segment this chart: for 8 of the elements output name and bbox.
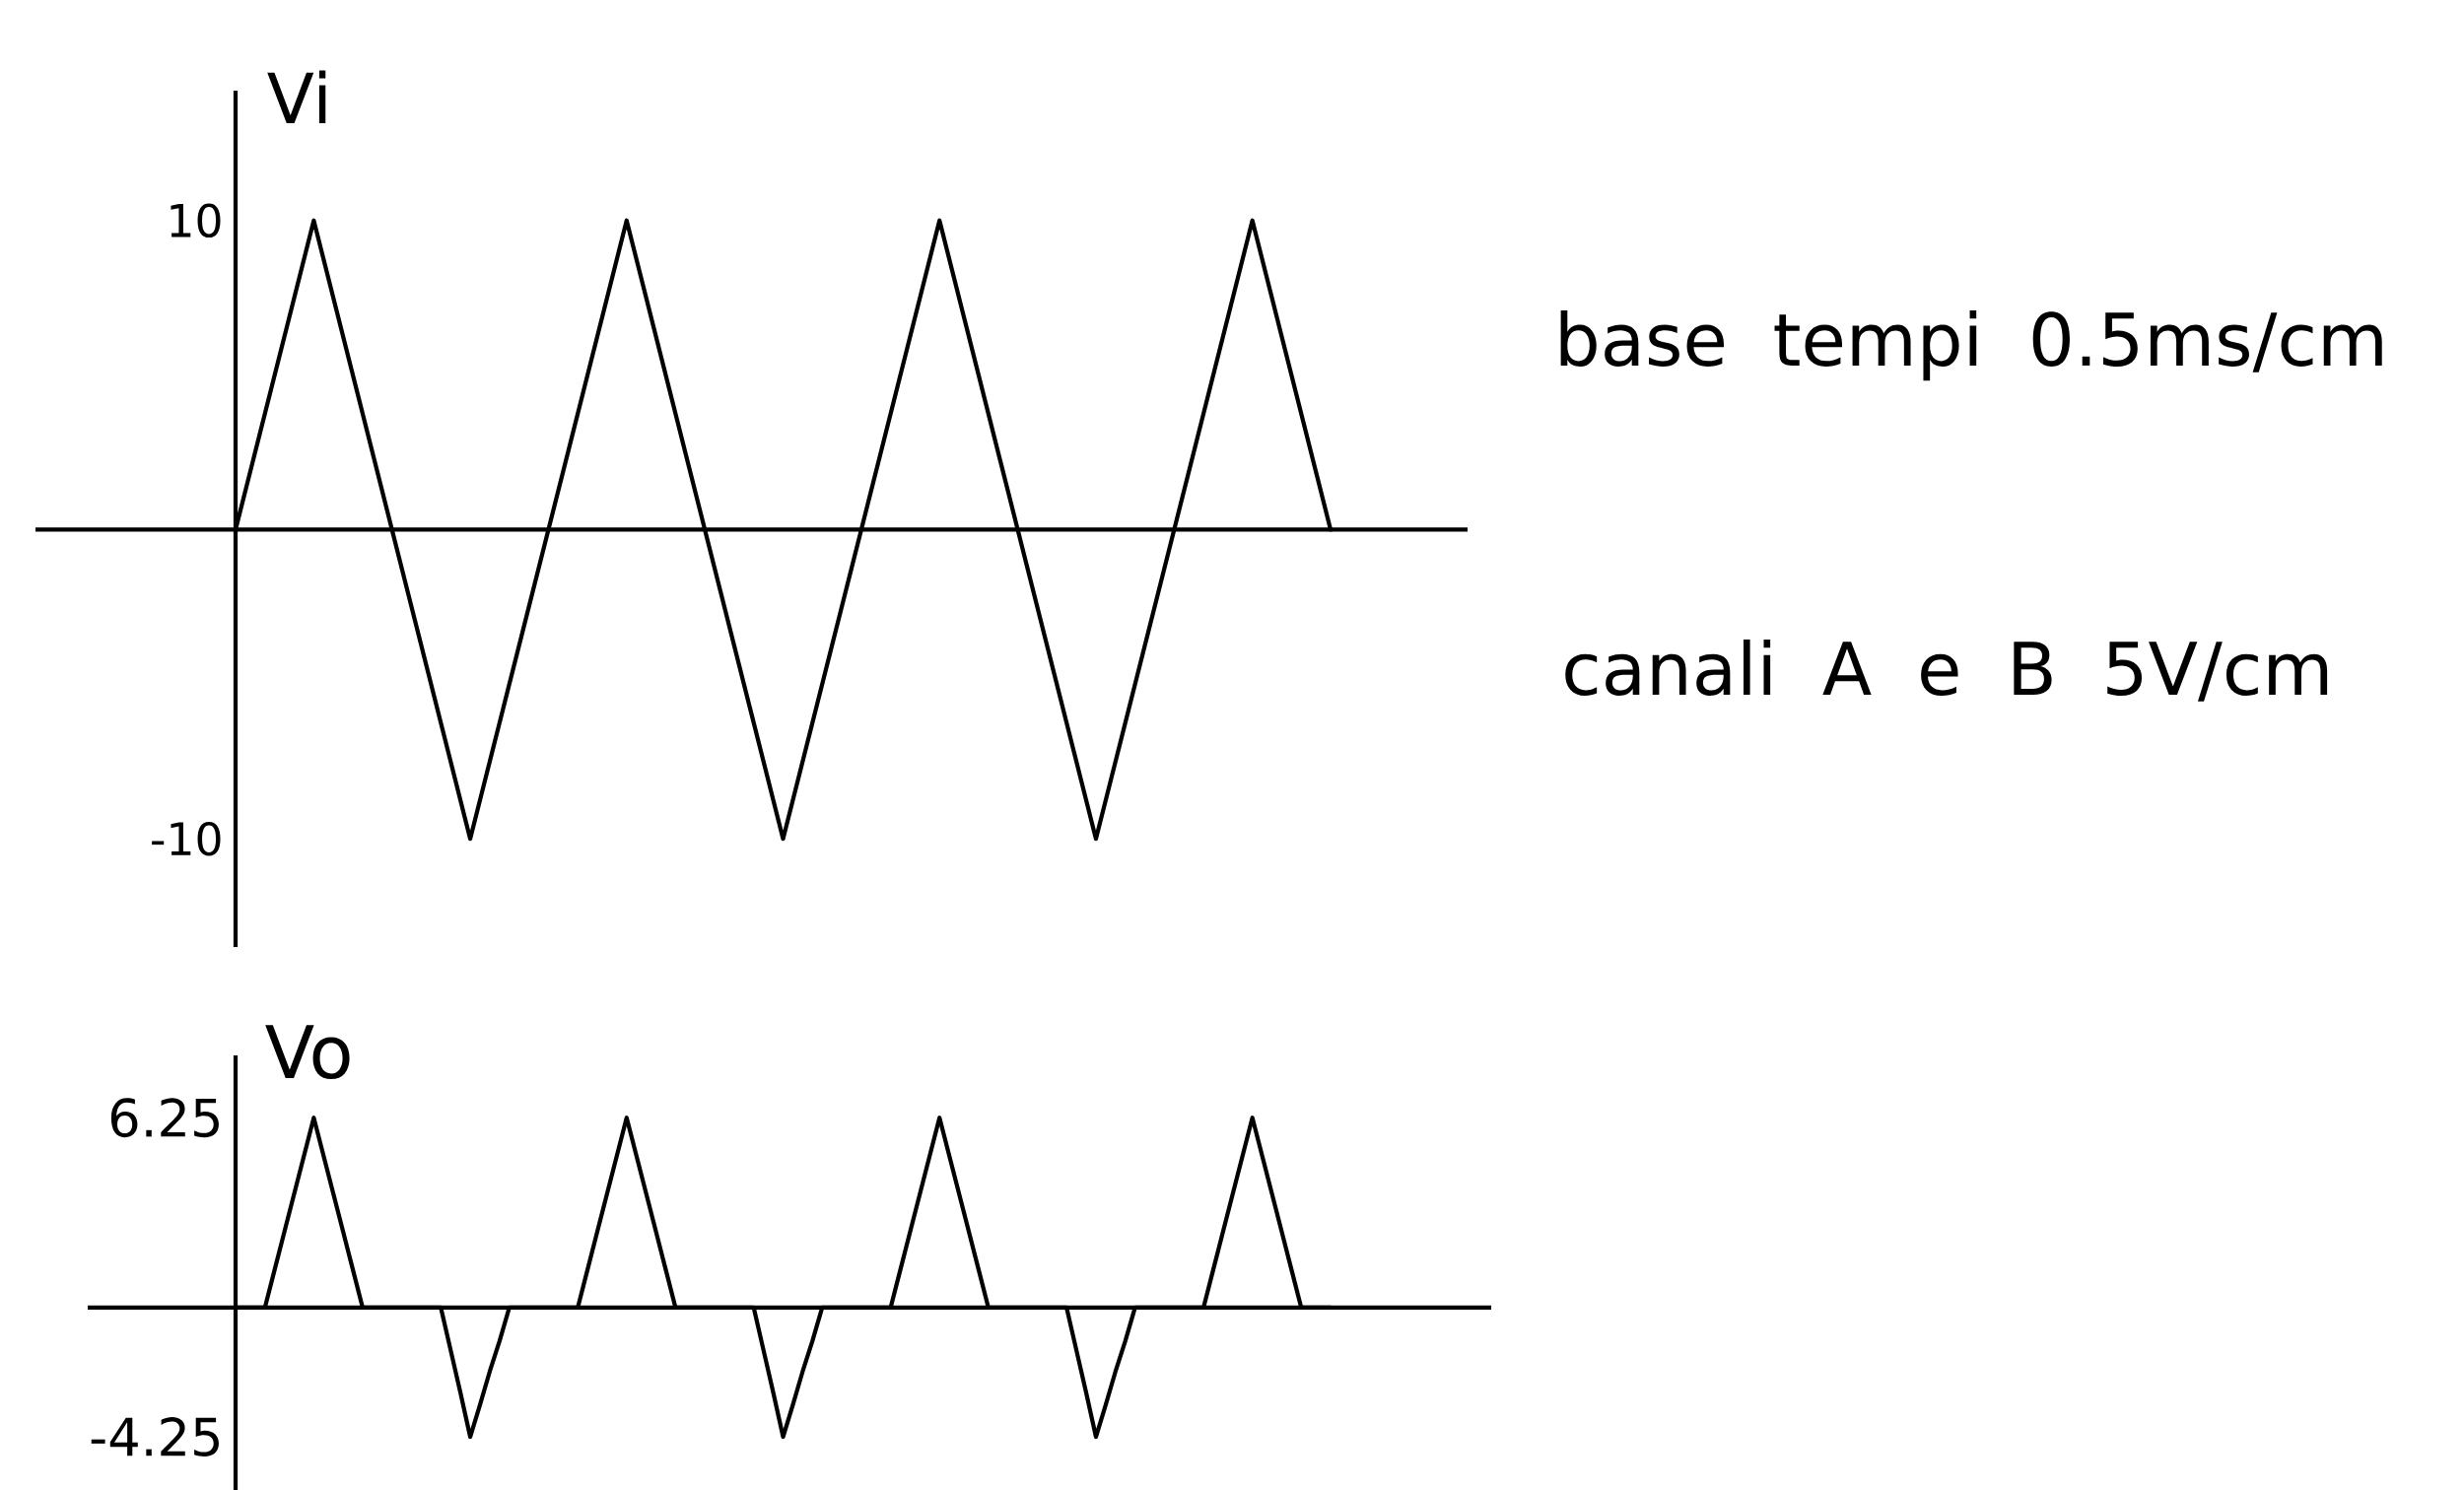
- text: base tempi 0.5ms/cm: [1560, 309, 2382, 381]
- y-tick-label: -4.25: [91, 1417, 219, 1456]
- y-tick-label: -10: [152, 821, 221, 856]
- text: canali A e B 5V/cm: [1565, 639, 2328, 702]
- y-tick-label: 10: [171, 203, 221, 238]
- y-axis-title: Vo: [265, 1025, 350, 1080]
- y-tick-label: 6.25: [110, 1098, 219, 1138]
- y-axis-title: Vi: [267, 70, 326, 123]
